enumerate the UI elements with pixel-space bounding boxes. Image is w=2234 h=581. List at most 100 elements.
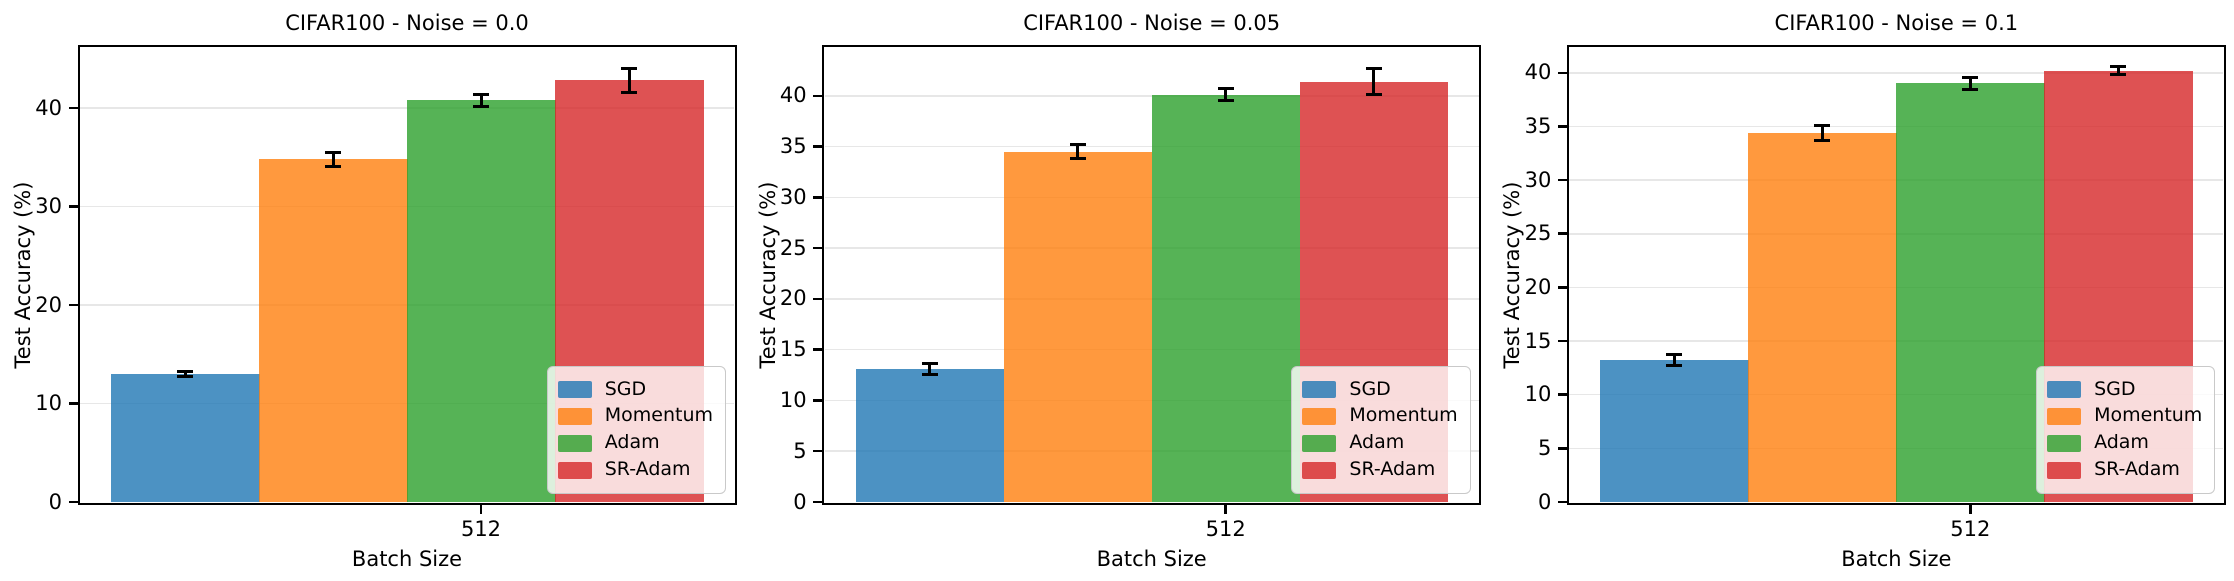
legend-label: SR-Adam xyxy=(1349,458,1436,481)
error-cap-top-sgd xyxy=(1666,353,1683,357)
bar-adam xyxy=(1151,94,1301,502)
y-tick-mark-30 xyxy=(813,196,823,199)
error-cap-top-adam xyxy=(1217,87,1234,91)
y-tick-mark-10 xyxy=(813,399,823,402)
y-tick-label: 0 xyxy=(48,489,62,514)
error-cap-bottom-adam xyxy=(473,104,489,108)
y-tick-mark-40 xyxy=(813,94,823,97)
error-bar-adam xyxy=(479,94,483,107)
y-tick-label: 35 xyxy=(779,134,807,159)
legend-swatch-adam xyxy=(557,434,592,452)
legend-swatch-adam xyxy=(2047,434,2082,452)
error-cap-top-sr-adam xyxy=(2110,64,2127,68)
x-tick-mark-512 xyxy=(479,504,483,514)
error-bar-sgd xyxy=(1672,354,1676,366)
error-cap-top-momentum xyxy=(1069,143,1086,146)
error-cap-top-adam xyxy=(1962,75,1979,79)
y-tick-label: 25 xyxy=(1524,221,1552,246)
legend-item-sr-adam: SR-Adam xyxy=(557,458,713,481)
error-bar-adam xyxy=(1968,77,1972,90)
y-tick-mark-25 xyxy=(1557,232,1567,235)
legend-swatch-momentum xyxy=(2047,407,2082,425)
y-tick-mark-0 xyxy=(813,500,823,504)
legend-item-sgd: SGD xyxy=(1302,378,1457,401)
y-tick-mark-15 xyxy=(1557,339,1567,343)
y-tick-label: 30 xyxy=(1524,167,1552,192)
legend-label: Adam xyxy=(2094,431,2149,454)
error-cap-bottom-momentum xyxy=(1069,157,1086,161)
legend-swatch-sgd xyxy=(557,381,592,399)
y-tick-mark-0 xyxy=(68,500,78,504)
y-tick-label: 15 xyxy=(779,337,807,362)
y-tick-mark-10 xyxy=(68,402,78,405)
y-tick-label: 30 xyxy=(779,184,807,209)
y-tick-label: 30 xyxy=(35,194,62,219)
panel-cifar100-noise-0.05: CIFAR100 - Noise = 0.05 Test Accuracy (%)… xyxy=(745,0,1490,581)
legend-label: SR-Adam xyxy=(2094,458,2180,481)
y-tick-label: 20 xyxy=(1524,274,1552,299)
x-axis-label: Batch Size xyxy=(1096,547,1207,571)
y-tick-mark-35 xyxy=(813,145,823,148)
y-tick-mark-10 xyxy=(1557,393,1567,396)
legend-swatch-sgd xyxy=(1302,381,1337,399)
y-tick-mark-15 xyxy=(813,348,823,351)
y-tick-label: 10 xyxy=(779,387,807,412)
chart-title: CIFAR100 - Noise = 0.1 xyxy=(1774,11,2019,35)
error-cap-top-momentum xyxy=(325,150,341,154)
y-tick-label: 10 xyxy=(35,391,62,415)
chart-title: CIFAR100 - Noise = 0.05 xyxy=(1023,11,1281,35)
y-tick-label: 40 xyxy=(779,83,807,108)
legend-label: Adam xyxy=(604,431,660,454)
legend-label: SGD xyxy=(604,377,647,400)
legend-swatch-sr-adam xyxy=(557,461,592,479)
y-tick-mark-20 xyxy=(1557,286,1567,289)
chart-title: CIFAR100 - Noise = 0.0 xyxy=(285,11,529,35)
legend: SGD Momentum Adam SR-Adam xyxy=(1291,365,1471,494)
x-tick-label: 512 xyxy=(460,517,502,541)
legend-item-sgd: SGD xyxy=(557,377,713,401)
bar-sgd xyxy=(111,373,260,502)
error-bar-momentum xyxy=(1820,125,1824,141)
error-cap-bottom-sgd xyxy=(177,375,193,379)
legend-item-sr-adam: SR-Adam xyxy=(2047,458,2202,481)
error-bar-sr-adam xyxy=(1372,68,1376,95)
bar-adam xyxy=(407,100,556,502)
y-tick-label: 0 xyxy=(1537,489,1552,514)
error-cap-bottom-sr-adam xyxy=(621,90,637,94)
y-tick-mark-5 xyxy=(1557,447,1567,450)
error-bar-sgd xyxy=(183,371,187,377)
y-tick-mark-30 xyxy=(68,205,78,208)
x-tick-mark-512 xyxy=(1969,504,1972,514)
y-tick-label: 5 xyxy=(793,438,807,463)
gridline-y-40 xyxy=(1569,71,2224,74)
error-cap-top-sgd xyxy=(177,369,193,373)
bar-momentum xyxy=(259,159,408,502)
error-bar-sr-adam xyxy=(2116,66,2120,75)
legend: SGD Momentum Adam SR-Adam xyxy=(546,365,726,494)
x-tick-label: 512 xyxy=(1950,517,1991,541)
y-tick-label: 20 xyxy=(35,292,62,317)
error-cap-top-adam xyxy=(473,92,489,96)
error-cap-top-sr-adam xyxy=(1365,66,1382,70)
panel-cifar100-noise-0.1: CIFAR100 - Noise = 0.1 Test Accuracy (%) S… xyxy=(1489,0,2234,581)
plot-area: SGD Momentum Adam SR-Adam xyxy=(1566,44,2226,505)
legend-label: Adam xyxy=(1349,431,1405,454)
legend-label: Momentum xyxy=(1349,404,1458,427)
legend-item-sgd: SGD xyxy=(2047,378,2202,401)
legend-swatch-sr-adam xyxy=(2047,461,2082,479)
legend: SGD Momentum Adam SR-Adam xyxy=(2036,365,2216,494)
error-bar-adam xyxy=(1224,88,1228,101)
legend-label: SR-Adam xyxy=(604,458,691,481)
y-tick-label: 25 xyxy=(779,235,807,260)
error-cap-bottom-adam xyxy=(1962,88,1979,92)
y-tick-mark-40 xyxy=(68,106,78,110)
legend-item-momentum: Momentum xyxy=(557,405,713,427)
error-cap-bottom-momentum xyxy=(1814,138,1831,142)
y-tick-mark-40 xyxy=(1557,71,1567,74)
panel-cifar100-noise-0.0: CIFAR100 - Noise = 0.0 Test Accuracy (%) S… xyxy=(0,0,745,581)
error-cap-bottom-sr-adam xyxy=(2110,73,2127,77)
error-cap-bottom-adam xyxy=(1217,99,1234,103)
y-tick-mark-25 xyxy=(813,246,823,250)
legend-item-momentum: Momentum xyxy=(1302,404,1458,427)
